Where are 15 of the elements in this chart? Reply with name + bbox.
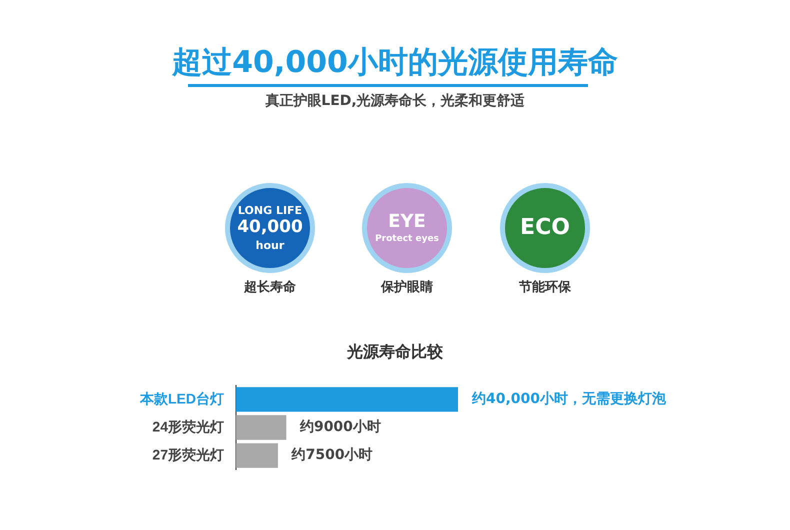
y-tick-label: 24形荧光灯 bbox=[152, 418, 224, 434]
eye-badge-icon: EYE Protect eyes bbox=[362, 183, 452, 273]
eco-badge-icon: ECO bbox=[500, 183, 590, 273]
text: 保护眼睛 bbox=[380, 278, 434, 296]
chart-subtitle: 真正护眼LED,光源寿命长，光柔和更舒适 bbox=[264, 92, 526, 110]
data-label: 约9000小时 bbox=[298, 419, 381, 436]
y-tick-label: 本款LED台灯 bbox=[139, 390, 224, 406]
data-label: 约7500小时 bbox=[290, 447, 373, 464]
y-tick-label: 27形荧光灯 bbox=[152, 446, 224, 462]
text: 超长寿命 bbox=[243, 279, 297, 296]
long-life-badge-icon: LONG LIFE 40,000 hour bbox=[225, 183, 315, 273]
data-label: 约40,000小时，无需更换灯泡 bbox=[471, 391, 668, 408]
text: 光源寿命比较 bbox=[346, 342, 444, 363]
text: 节能环保 bbox=[518, 279, 572, 296]
chart-title: 超过40,000小时的光源使用寿命 bbox=[170, 44, 619, 82]
